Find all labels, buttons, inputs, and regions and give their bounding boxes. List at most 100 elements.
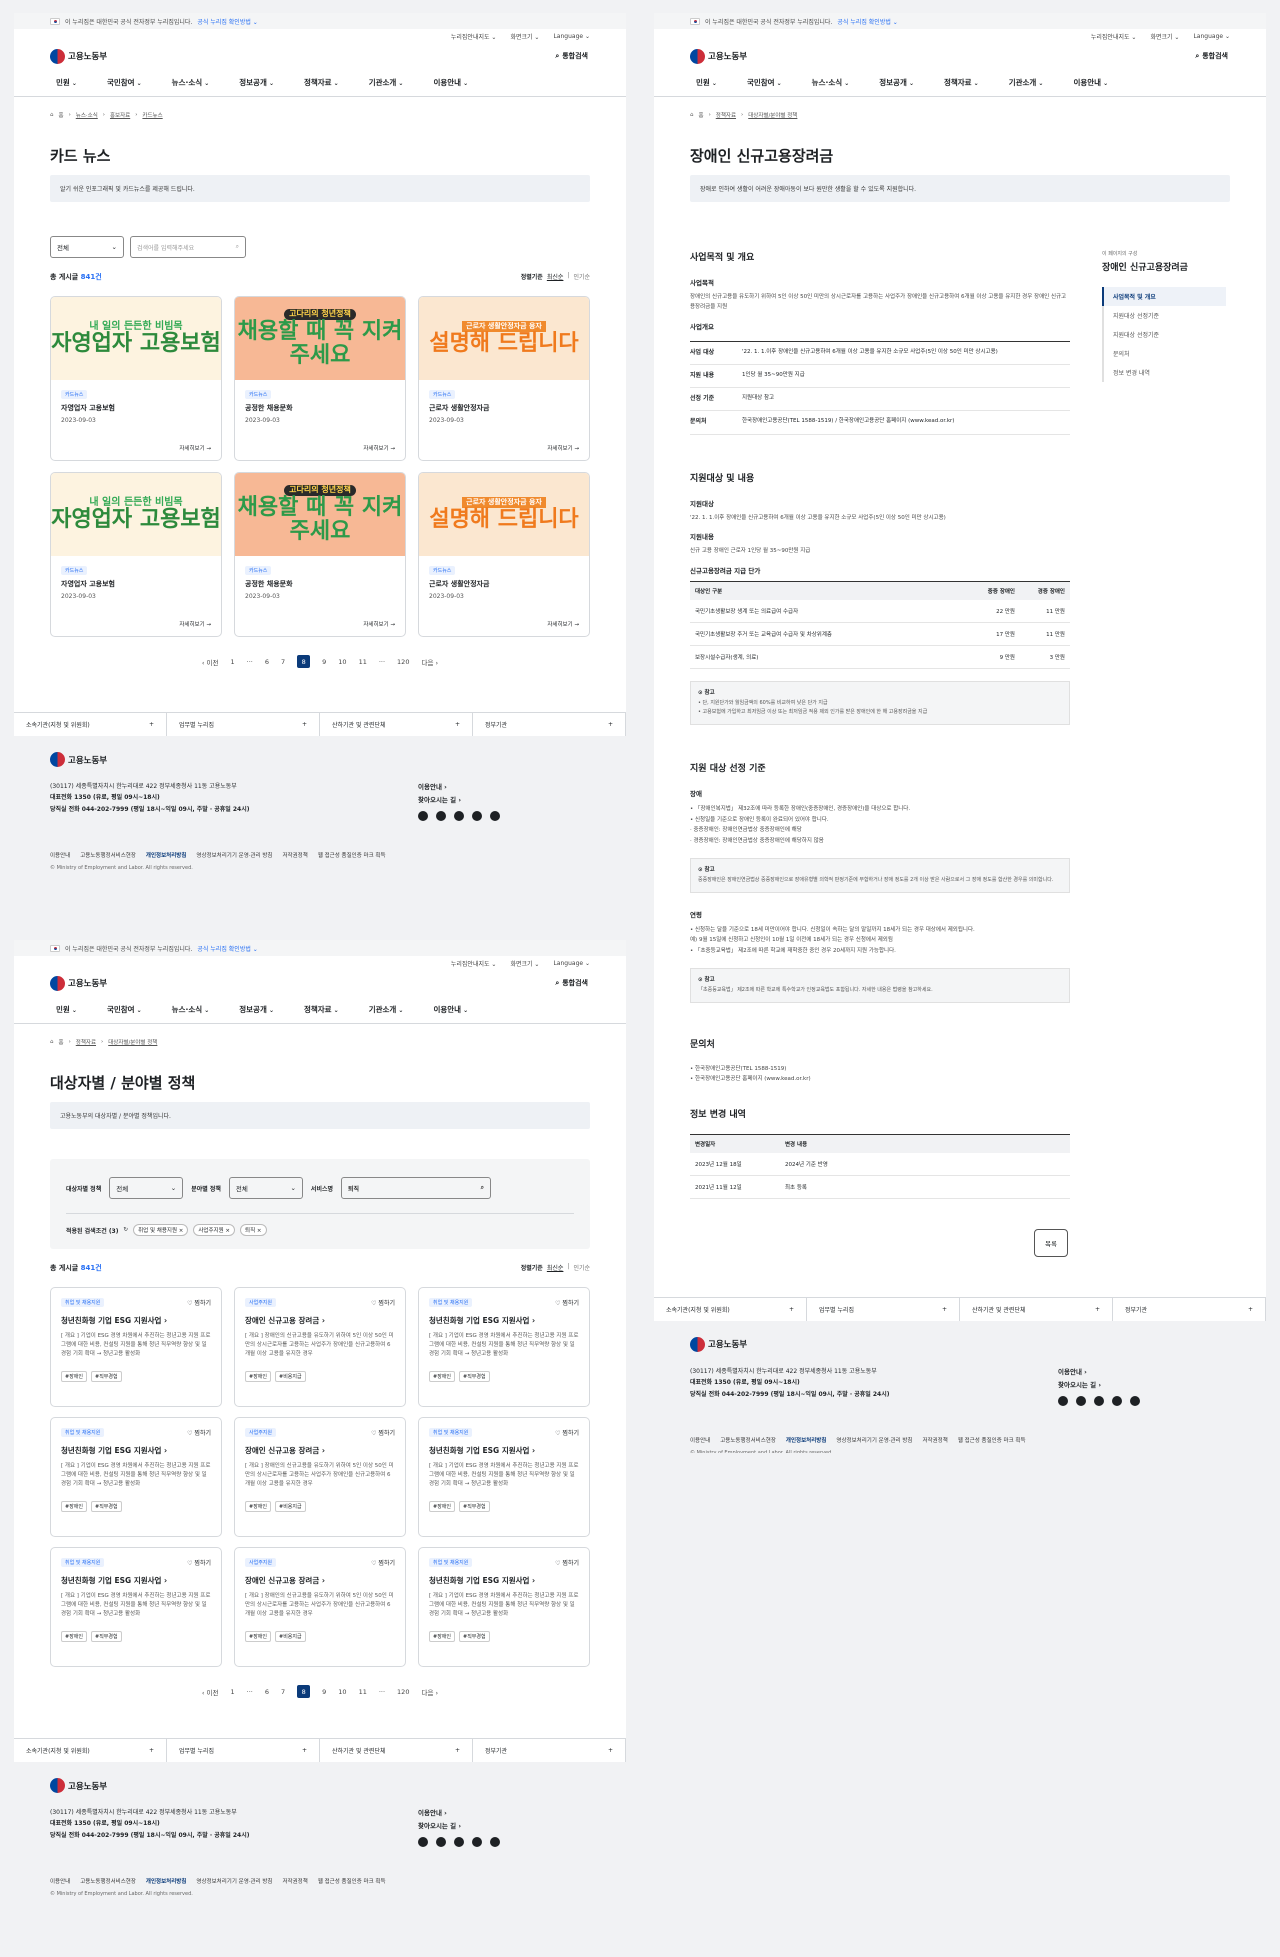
- page-link[interactable]: 7: [281, 657, 286, 666]
- page-link[interactable]: 7: [281, 1687, 286, 1696]
- nav-item[interactable]: 국민참여: [747, 77, 782, 88]
- footer-policy-link[interactable]: 고용노동행정서비스현장: [80, 1879, 136, 1885]
- page-link[interactable]: 다음 ›: [421, 1688, 439, 1697]
- search-icon[interactable]: ⌕: [235, 243, 239, 250]
- footer-dropdown[interactable]: 정부기관 +: [1113, 1297, 1266, 1321]
- x-icon[interactable]: [454, 1837, 464, 1847]
- home-icon[interactable]: ⌂: [50, 112, 54, 118]
- toc-item[interactable]: 지원대상 선정기준: [1102, 306, 1226, 325]
- hashtag[interactable]: #장애인: [429, 1501, 455, 1512]
- footer-link[interactable]: 이용안내 ›: [418, 1809, 447, 1817]
- page-link[interactable]: 1: [230, 657, 235, 666]
- footer-policy-link[interactable]: 웹 접근성 품질인증 마크 획득: [317, 1879, 386, 1885]
- more-link[interactable]: 자세히보기 →: [363, 622, 395, 628]
- nav-item[interactable]: 정보공개: [239, 77, 274, 88]
- hashtag[interactable]: #비용지급: [275, 1631, 306, 1642]
- page-link[interactable]: 11: [358, 657, 367, 666]
- policy-card[interactable]: 취업 및 채용지원 ♡ 찜하기 청년친화형 기업 ESG 지원사업 › [ 개요 ] …: [50, 1547, 222, 1667]
- filter-chip[interactable]: 취업 및 채용지원 ×: [133, 1224, 189, 1236]
- policy-title[interactable]: 청년친화형 기업 ESG 지원사업 ›: [61, 1576, 168, 1585]
- service-search-input[interactable]: 퇴직 ⌕: [341, 1177, 492, 1199]
- sort-popular[interactable]: 인기순: [573, 1265, 590, 1272]
- hashtag[interactable]: #직무경험: [91, 1501, 122, 1512]
- page-link[interactable]: ‹ 이전: [201, 1688, 219, 1697]
- integrated-search-button[interactable]: ⌕ 통합검색: [555, 978, 588, 988]
- footer-dropdown[interactable]: 소속기관(지청 및 위원회) +: [654, 1297, 807, 1321]
- card-title[interactable]: 근로자 생활안정자금: [429, 580, 490, 588]
- target-select[interactable]: 전체 ⌄: [109, 1177, 184, 1199]
- more-link[interactable]: 자세히보기 →: [547, 622, 579, 628]
- policy-card[interactable]: 사업주지원 ♡ 찜하기 장애인 신규고용 장려금 › [ 개요 ] 장애인의 신규고용…: [234, 1417, 406, 1537]
- card-news-item[interactable]: 고다리의 청년정책 채용할 때 꼭 지켜주세요 카드뉴스 공정한 채용문화 2023-0…: [234, 472, 406, 637]
- hashtag[interactable]: #장애인: [429, 1631, 455, 1642]
- footer-policy-link[interactable]: 개인정보처리방침: [785, 1437, 827, 1444]
- policy-card[interactable]: 취업 및 채용지원 ♡ 찜하기 청년친화형 기업 ESG 지원사업 › [ 개요 ] …: [418, 1547, 590, 1667]
- policy-title[interactable]: 장애인 신규고용 장려금 ›: [245, 1316, 325, 1325]
- blog-icon[interactable]: [490, 811, 500, 821]
- card-title[interactable]: 근로자 생활안정자금: [429, 404, 490, 412]
- integrated-search-button[interactable]: ⌕ 통합검색: [1195, 51, 1228, 61]
- utility-menu[interactable]: Language ⌄: [553, 959, 590, 967]
- page-link[interactable]: 10: [338, 1687, 347, 1696]
- policy-title[interactable]: 청년친화형 기업 ESG 지원사업 ›: [61, 1446, 168, 1455]
- policy-card[interactable]: 취업 및 채용지원 ♡ 찜하기 청년친화형 기업 ESG 지원사업 › [ 개요 ] …: [50, 1417, 222, 1537]
- nav-item[interactable]: 이용안내: [1073, 77, 1108, 88]
- crumb-current[interactable]: 대상자별/분야별 정책: [748, 113, 798, 119]
- list-button[interactable]: 목록: [1034, 1228, 1068, 1257]
- crumb-current[interactable]: 카드뉴스: [142, 113, 163, 119]
- nav-item[interactable]: 기관소개: [1009, 77, 1044, 88]
- page-current[interactable]: 8: [297, 1685, 311, 1698]
- policy-title[interactable]: 청년친화형 기업 ESG 지원사업 ›: [429, 1446, 536, 1455]
- nav-item[interactable]: 민원: [56, 77, 77, 88]
- footer-dropdown[interactable]: 업무별 누리집 +: [807, 1297, 960, 1321]
- footer-link[interactable]: 찾아오시는 길 ›: [418, 1822, 462, 1830]
- footer-policy-link[interactable]: 이용안내: [50, 853, 71, 859]
- policy-card[interactable]: 취업 및 채용지원 ♡ 찜하기 청년친화형 기업 ESG 지원사업 › [ 개요 ] …: [418, 1287, 590, 1407]
- page-link[interactable]: 120: [397, 1687, 410, 1696]
- footer-policy-link[interactable]: 영상정보처리기기 운영·관리 방침: [836, 1437, 913, 1444]
- footer-link[interactable]: 이용안내 ›: [418, 783, 447, 791]
- favorite-button[interactable]: ♡ 찜하기: [371, 1300, 395, 1307]
- sort-latest[interactable]: 최신순: [546, 1265, 564, 1272]
- nav-item[interactable]: 국민참여: [107, 77, 142, 88]
- crumb-item[interactable]: 홍보자료: [109, 113, 131, 119]
- policy-title[interactable]: 장애인 신규고용 장려금 ›: [245, 1446, 325, 1455]
- footer-dropdown[interactable]: 소속기관(지청 및 위원회) +: [14, 1739, 167, 1762]
- site-logo[interactable]: 고용노동부: [690, 48, 747, 64]
- policy-title[interactable]: 청년친화형 기업 ESG 지원사업 ›: [429, 1316, 536, 1325]
- toc-item[interactable]: 지원대상 선정기준: [1102, 325, 1226, 344]
- more-link[interactable]: 자세히보기 →: [547, 446, 579, 452]
- policy-title[interactable]: 청년친화형 기업 ESG 지원사업 ›: [429, 1576, 536, 1585]
- filter-chip[interactable]: 사업주지원 ×: [193, 1224, 236, 1236]
- page-link[interactable]: ‹ 이전: [201, 658, 219, 667]
- gov-notice-link[interactable]: 공식 누리집 확인방법 ⌄: [197, 18, 258, 26]
- hashtag[interactable]: #장애인: [245, 1631, 271, 1642]
- hashtag[interactable]: #장애인: [429, 1371, 455, 1382]
- favorite-button[interactable]: ♡ 찜하기: [187, 1430, 211, 1437]
- footer-link[interactable]: 이용안내 ›: [1058, 1367, 1087, 1376]
- footer-link[interactable]: 찾아오시는 길 ›: [1058, 1380, 1102, 1389]
- page-link[interactable]: 9: [322, 1687, 327, 1696]
- favorite-button[interactable]: ♡ 찜하기: [555, 1430, 579, 1437]
- instagram-icon[interactable]: [1058, 1395, 1068, 1406]
- site-logo[interactable]: 고용노동부: [50, 48, 107, 64]
- crumb-item[interactable]: 뉴스·소식: [75, 113, 98, 119]
- hashtag[interactable]: #직무경험: [459, 1501, 490, 1512]
- footer-policy-link[interactable]: 고용노동행정서비스현장: [80, 853, 136, 859]
- nav-item[interactable]: 정책자료: [304, 77, 339, 88]
- favorite-button[interactable]: ♡ 찜하기: [555, 1560, 579, 1567]
- facebook-icon[interactable]: [472, 1837, 482, 1847]
- footer-dropdown[interactable]: 정부기관 +: [473, 713, 626, 736]
- policy-title[interactable]: 청년친화형 기업 ESG 지원사업 ›: [61, 1316, 168, 1325]
- page-link[interactable]: 120: [397, 657, 410, 666]
- hashtag[interactable]: #장애인: [61, 1631, 87, 1642]
- utility-menu[interactable]: 화면크기 ⌄: [510, 960, 540, 968]
- contact-link[interactable]: • 한국장애인고용공단 홈페이지 (www.kead.or.kr): [690, 1076, 811, 1083]
- site-logo[interactable]: 고용노동부: [50, 975, 107, 991]
- page-link[interactable]: 6: [264, 1687, 269, 1696]
- hashtag[interactable]: #직무경험: [91, 1371, 122, 1382]
- hashtag[interactable]: #직무경험: [459, 1631, 490, 1642]
- footer-dropdown[interactable]: 산하기관 및 관련단체 +: [320, 1739, 473, 1762]
- blog-icon[interactable]: [490, 1837, 500, 1847]
- footer-policy-link[interactable]: 저작권정책: [922, 1437, 948, 1444]
